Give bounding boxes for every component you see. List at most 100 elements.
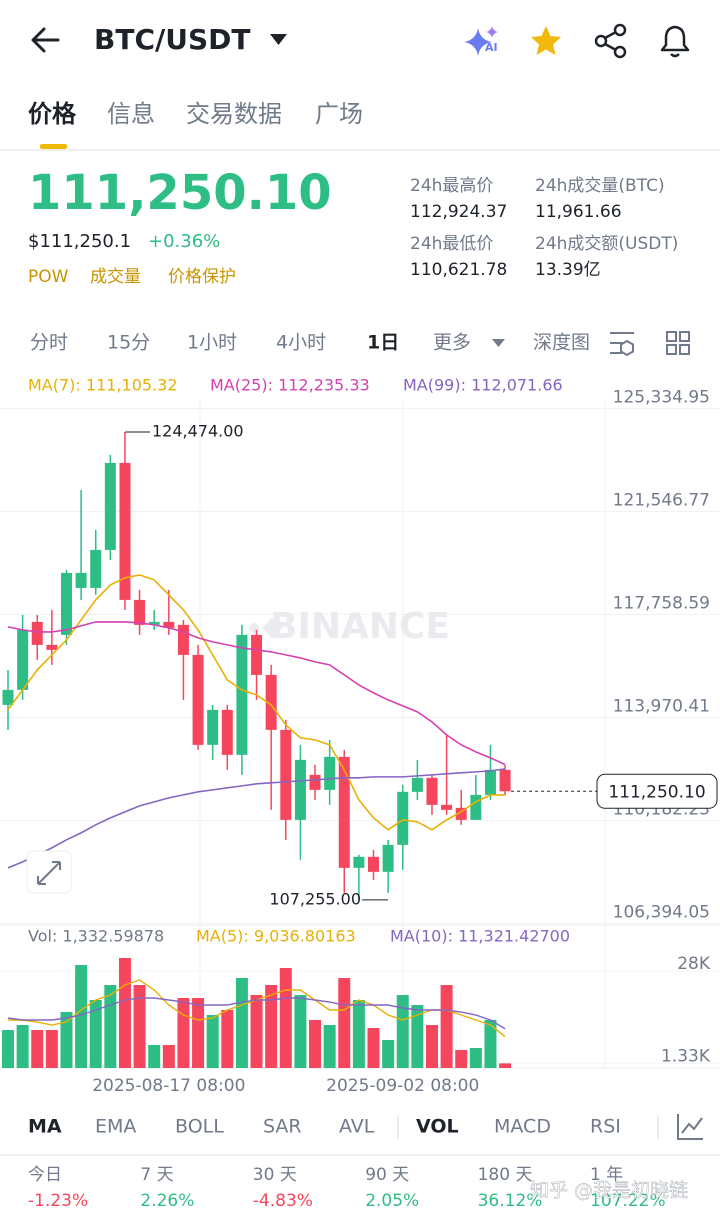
tag[interactable]: 成交量	[90, 267, 141, 287]
candle-body	[470, 794, 482, 820]
candle-body	[499, 769, 511, 792]
stat-label: 24h最低价	[410, 234, 493, 254]
back-button[interactable]	[31, 27, 60, 53]
period-return: 107.22%	[590, 1191, 666, 1211]
depth-clip: 深度图	[533, 332, 590, 354]
interval[interactable]: 分时	[30, 332, 68, 354]
candle-body	[265, 674, 277, 730]
volume-bar	[469, 1047, 482, 1068]
period-return: -4.83%	[253, 1191, 313, 1211]
volume-bar	[499, 1063, 512, 1068]
volume-bar	[148, 1045, 161, 1068]
extreme-label: 107,255.00	[269, 889, 361, 908]
candle-body	[75, 572, 87, 588]
candle-body	[382, 844, 394, 872]
candle-body	[426, 777, 438, 805]
tab[interactable]: 价格	[28, 100, 77, 128]
volume-bar	[367, 1028, 380, 1068]
tag[interactable]: 价格保护	[168, 267, 236, 287]
y-tick-label: 1.33K	[661, 1046, 711, 1066]
indicator[interactable]: RSI	[590, 1116, 621, 1138]
volume-bar	[382, 1040, 395, 1068]
period-label: 1 年	[590, 1165, 623, 1185]
volume-bar	[104, 985, 117, 1068]
stat-label: 24h成交额(USDT)	[535, 234, 678, 254]
indicator[interactable]: VOL	[416, 1116, 459, 1138]
returns: 今日 -1.23% 7 天 2.26% 30 天 -4.83% 90 天 2.05% 180 天…	[28, 1165, 666, 1211]
tab[interactable]: 信息	[107, 100, 155, 128]
interval[interactable]: 更多	[433, 332, 471, 354]
candle-body	[484, 769, 496, 795]
candle-body	[455, 807, 467, 820]
more-dropdown[interactable]	[492, 339, 505, 347]
y-tick-label: 28K	[677, 954, 711, 974]
volume-bar	[338, 978, 351, 1068]
tab[interactable]: 广场	[315, 100, 363, 128]
candle-body	[236, 634, 248, 755]
ma-line	[7, 768, 506, 869]
period-return: 2.26%	[140, 1191, 194, 1211]
tab-indicator	[40, 144, 67, 149]
volume-bar	[206, 1015, 219, 1068]
interval[interactable]: 1小时	[187, 332, 237, 354]
volume-bar	[250, 995, 263, 1068]
chart-settings[interactable]	[610, 332, 634, 357]
volume-bar	[484, 1020, 497, 1068]
interval[interactable]: 1日	[367, 332, 399, 354]
stat-label: 24h最高价	[410, 176, 493, 196]
share-button[interactable]	[594, 23, 627, 59]
interval[interactable]: 深度图	[533, 332, 590, 354]
stat-value: 11,961.66	[535, 202, 622, 222]
legend-entry: MA(99): 112,071.66	[403, 376, 563, 395]
indicator[interactable]: SAR	[263, 1116, 302, 1138]
layout-toggle[interactable]	[666, 331, 690, 355]
candle-body	[104, 462, 116, 550]
indicator[interactable]: EMA	[95, 1116, 136, 1138]
tab[interactable]: 交易数据	[186, 100, 282, 128]
indicator[interactable]: AVL	[339, 1116, 375, 1138]
volume-bar	[162, 1045, 175, 1068]
indicator[interactable]: BOLL	[175, 1116, 224, 1138]
period-return: -1.23%	[28, 1191, 88, 1211]
period-label: 7 天	[140, 1165, 173, 1185]
volume-bar	[177, 998, 190, 1068]
interval[interactable]: 4小时	[276, 332, 326, 354]
tag[interactable]: POW	[28, 267, 69, 287]
volume-bar	[31, 1030, 44, 1068]
symbol[interactable]: BTC/USDT	[94, 23, 250, 56]
indicator[interactable]: MA	[28, 1116, 62, 1138]
volume-bar	[235, 978, 248, 1068]
fullscreen-button[interactable]	[26, 850, 72, 894]
last-price-label: 111,250.10	[608, 782, 705, 802]
volume-bar	[425, 1025, 438, 1068]
indicator[interactable]: MACD	[494, 1116, 551, 1138]
candle-body	[324, 756, 336, 790]
legend-entry: MA(10): 11,321.42700	[390, 927, 570, 946]
usd-price: $111,250.1	[28, 231, 131, 252]
period-label: 180 天	[478, 1165, 533, 1185]
symbol-dropdown[interactable]	[270, 34, 287, 45]
y-tick-label: 125,334.95	[613, 388, 710, 408]
candle-body	[119, 462, 131, 600]
volume-bar	[133, 985, 146, 1068]
ma-line	[7, 621, 506, 766]
volume-bar	[75, 965, 88, 1068]
candle-body	[148, 621, 160, 625]
svg-text:AI: AI	[485, 41, 498, 54]
volume-bar	[221, 1010, 234, 1068]
favorite-star[interactable]	[531, 26, 561, 55]
ai-button[interactable]: AI	[464, 26, 498, 56]
candle-body	[17, 629, 29, 690]
candle-body	[251, 634, 263, 675]
interval[interactable]: 15分	[107, 332, 150, 354]
volume-bar	[60, 1012, 73, 1068]
indicator-settings[interactable]	[677, 1114, 703, 1140]
y-tick-label: 117,758.59	[613, 593, 710, 613]
volume-bar	[411, 1005, 424, 1068]
alert-bell[interactable]	[660, 25, 690, 58]
period-label: 今日	[28, 1165, 62, 1185]
volume-bar	[265, 985, 278, 1068]
candle-body	[309, 774, 321, 790]
extreme-label: 124,474.00	[152, 421, 244, 440]
